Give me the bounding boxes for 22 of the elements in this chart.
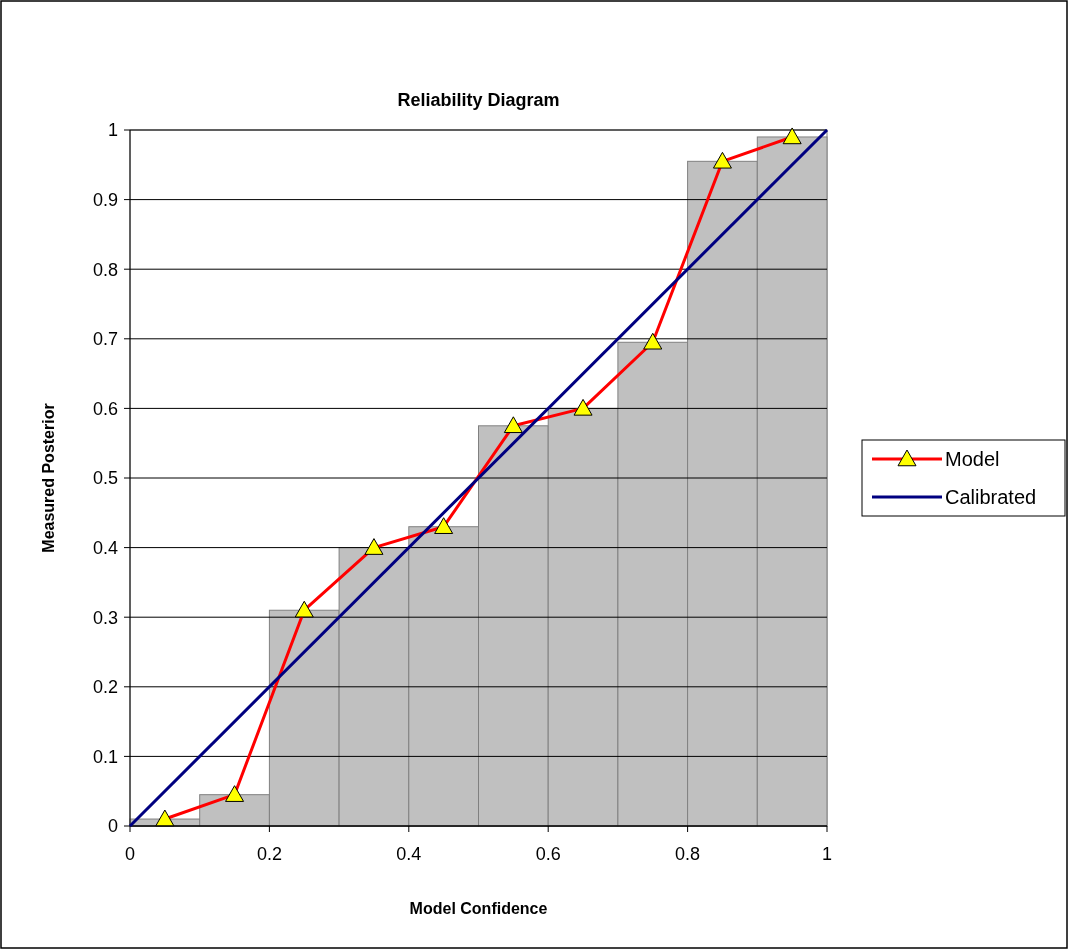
y-tick-label: 0.1 [92,746,118,767]
legend-label: Calibrated [945,486,1037,508]
y-tick-label: 0.6 [92,398,118,419]
x-tick-label: 1 [821,844,833,864]
y-tick-label: 0.2 [92,677,118,698]
y-tick-label: 0.5 [92,468,118,489]
x-tick-label: 0 [124,844,136,864]
y-tick-label: 0.8 [92,259,118,280]
chart-title: Reliability Diagram [397,90,560,110]
y-tick-label: 0.3 [92,607,118,628]
y-tick-label: 0.4 [92,537,118,558]
y-tick-label: 0 [107,816,118,837]
y-tick-label: 1 [107,120,118,141]
x-tick-label: 0.4 [396,844,422,864]
legend-label: Model [945,448,1000,470]
y-tick-label: 0.9 [92,189,118,210]
y-axis-title: Measured Posterior [40,403,57,553]
y-tick-label: 0.7 [92,329,118,350]
x-tick-label: 0.6 [535,844,561,864]
x-tick-label: 0.2 [256,844,282,864]
x-tick-label: 0.8 [675,844,701,864]
x-axis-title: Model Confidence [409,900,548,917]
